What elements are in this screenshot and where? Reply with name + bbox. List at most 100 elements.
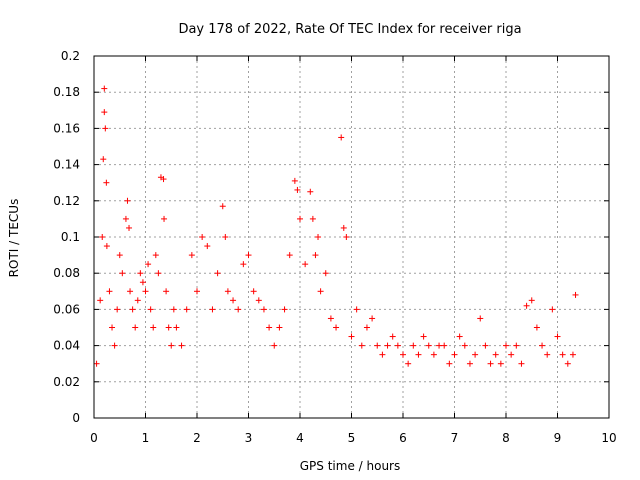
data-point [503,342,509,349]
data-point [358,342,365,349]
y-tick-label: 0.16 [53,121,80,135]
data-point [147,306,154,313]
data-point [523,302,530,309]
y-tick-label: 0.04 [53,339,80,353]
data-point [384,342,391,349]
data-point [528,297,535,304]
data-point [302,261,309,268]
data-point [389,333,396,340]
data-point [170,306,177,313]
data-point [549,306,556,313]
data-point [539,342,546,349]
data-point [124,197,131,204]
data-point [363,324,370,331]
data-point [168,342,175,349]
data-point [281,306,288,313]
data-point [400,351,406,358]
data-point [250,288,257,295]
data-point [235,306,242,313]
data-point [132,324,139,331]
data-point [101,109,108,116]
data-point [101,85,108,92]
data-point [114,306,121,313]
data-point [309,215,316,222]
data-point [291,177,298,184]
data-point [152,252,159,259]
y-tick-label: 0.18 [53,85,80,99]
data-point [109,324,116,331]
data-point [240,261,247,268]
data-point [199,234,206,240]
data-point [150,324,157,331]
data-point [209,306,216,313]
data-point [410,342,417,349]
data-point [111,342,118,349]
data-point [97,297,104,304]
data-point [271,342,278,349]
data-point [482,342,489,349]
x-tick-label: 1 [142,431,150,445]
data-point [119,270,126,277]
data-point [163,288,170,295]
data-point [106,288,113,295]
data-point [276,324,283,331]
data-point [139,279,146,286]
data-point [178,342,185,349]
data-point [327,315,334,322]
data-point [307,188,314,195]
data-point [348,333,355,340]
data-point [93,360,100,367]
data-point [297,215,303,222]
data-point [420,333,427,340]
data-point [173,324,180,331]
data-point [137,270,144,277]
data-point [554,333,561,340]
data-point [405,360,412,367]
y-axis-ticks: 0 0.02 0.04 0.06 0.08 0.1 0.12 0.14 0.16 0.18 0.2 [53,49,609,425]
data-point [441,342,448,349]
y-axis-label: ROTI / TECUs [7,199,21,278]
data-point [466,360,473,367]
data-point [222,234,229,240]
data-point [564,360,571,367]
data-point [312,252,319,259]
data-point [369,315,376,322]
data-point [436,342,443,349]
data-point [451,351,458,358]
data-point [127,288,134,295]
data-point [100,156,107,163]
data-point [188,252,195,259]
data-point [165,324,172,331]
x-tick-label: 5 [348,431,356,445]
data-point [129,306,136,313]
data-point [415,351,422,358]
y-tick-label: 0.12 [53,194,80,208]
y-tick-label: 0.08 [53,266,80,280]
x-axis-label: GPS time / hours [300,459,401,473]
data-point [446,360,453,367]
x-tick-label: 6 [399,431,407,445]
data-point [266,324,273,331]
data-point [472,351,479,358]
data-point [294,186,301,193]
data-point [286,252,293,259]
y-tick-label: 0.1 [61,230,80,244]
data-point [544,351,551,358]
data-point [343,234,350,240]
data-point [569,351,576,358]
data-point [183,306,190,313]
data-point [230,297,237,304]
data-point [333,324,340,331]
data-point [340,224,347,231]
data-point [160,176,167,183]
data-point [224,288,231,295]
data-point [155,270,162,277]
data-points [93,85,579,367]
x-tick-label: 4 [296,431,304,445]
data-point [194,288,200,295]
data-point [425,342,432,349]
data-point [116,252,123,259]
y-tick-label: 0.06 [53,302,80,316]
x-axis-ticks: 0 1 2 3 4 5 6 7 8 9 10 [90,56,617,445]
